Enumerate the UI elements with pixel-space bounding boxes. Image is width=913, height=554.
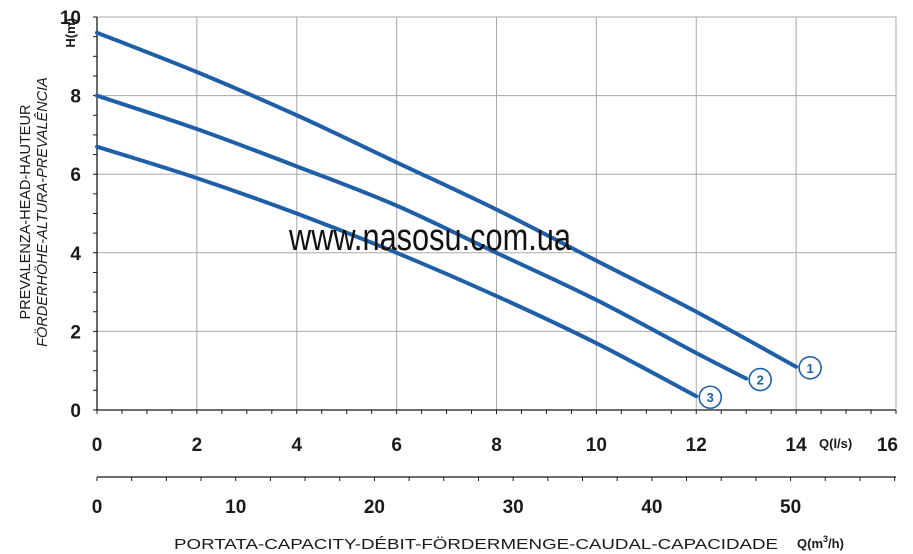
y-tick-label-5: 10	[60, 8, 81, 29]
curve-tag-label-1: 1	[807, 361, 814, 376]
x-tick-label-m3h-2: 20	[364, 497, 385, 518]
x-tick-label-m3h-1: 10	[225, 497, 246, 518]
curve-tag-label-3: 3	[707, 390, 714, 405]
x-unit-m3h-sup: 3	[823, 534, 828, 544]
x-tick-label-m3h-3: 30	[503, 497, 524, 518]
x-tick-label-ls-4: 8	[491, 435, 502, 456]
curve-2	[95, 93, 749, 381]
x-tick-label-ls-0: 0	[92, 435, 103, 456]
x-tick-label-ls-1: 2	[192, 435, 203, 456]
y-tick-label-2: 4	[70, 244, 81, 265]
curve-1	[95, 30, 799, 369]
x-tick-label-m3h-4: 40	[641, 497, 662, 518]
curve-tag-circle-1	[798, 355, 822, 380]
x-tick-label-ls-7: 14	[786, 435, 808, 456]
x-tick-label-ls-8: 16	[877, 435, 898, 456]
x-tick-label-ls-2: 4	[291, 435, 302, 456]
x-unit-label-ls: Q(l/s)	[819, 436, 852, 451]
x-unit-m3h-base: Q(m	[797, 536, 823, 551]
x-tick-label-m3h-0: 0	[92, 497, 103, 518]
curve-tag-circle-2	[748, 367, 772, 392]
y-unit-label: H(m)	[63, 18, 78, 48]
y-tick-label-3: 6	[70, 165, 81, 186]
curve-tag-label-2: 2	[757, 373, 764, 388]
y-tick-label-0: 0	[70, 401, 81, 422]
x-unit-m3h-tail: /h)	[828, 536, 844, 551]
x-tick-label-m3h-5: 50	[780, 497, 801, 518]
curve-3	[95, 144, 699, 399]
grid	[96, 16, 897, 411]
y-axis-title-line1: PREVALENZA-HEAD-HAUTEUR	[18, 105, 34, 320]
y-tick-label-4: 8	[70, 87, 81, 108]
y-axis-title-line2: FÖRDERHÖHE-ALTURA-PREVALÊNCIA	[33, 77, 51, 347]
x-unit-label-m3h: Q(m3/h)	[797, 534, 844, 551]
x-axis-title: PORTATA-CAPACITY-DÉBIT-FÖRDERMENGE-CAUDA…	[174, 535, 778, 553]
y-tick-label-1: 2	[70, 322, 81, 343]
watermark: www.nasosu.com.ua	[288, 217, 572, 259]
curve-tag-circle-3	[698, 385, 723, 410]
axes	[93, 16, 897, 481]
x-tick-label-ls-3: 6	[391, 435, 402, 456]
x-tick-label-ls-6: 12	[686, 435, 707, 456]
curves: 1 2 3	[95, 30, 822, 410]
x-tick-label-ls-5: 10	[586, 435, 607, 456]
